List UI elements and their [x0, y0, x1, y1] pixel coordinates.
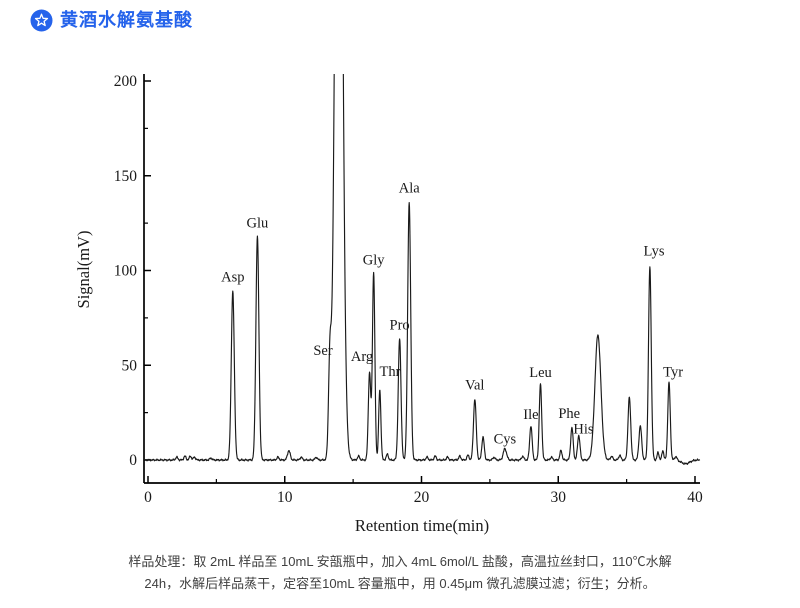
peak-label-phe: Phe	[558, 406, 580, 422]
peak-label-asp: Asp	[221, 269, 244, 285]
page-title: 黄酒水解氨基酸	[60, 10, 193, 30]
page-header: 黄酒水解氨基酸	[30, 9, 193, 32]
x-axis-title: Retention time(min)	[355, 516, 489, 535]
x-tick-label: 0	[144, 489, 152, 506]
peak-label-gly: Gly	[363, 252, 386, 268]
caption-line-1: 样品处理：取 2mL 样品至 10mL 安瓿瓶中，加入 4mL 6mol/L 盐…	[128, 554, 672, 569]
x-tick-label: 10	[277, 489, 293, 506]
chromatogram-curve	[143, 74, 701, 465]
y-tick-label: 100	[114, 263, 138, 280]
y-axis-title: Signal(mV)	[74, 231, 93, 309]
peak-label-cys: Cys	[494, 432, 517, 448]
peak-label-leu: Leu	[529, 365, 552, 381]
peak-label-val: Val	[465, 377, 484, 393]
x-tick-label: 40	[687, 489, 703, 506]
peak-label-thr: Thr	[380, 364, 401, 380]
peak-label-ala: Ala	[399, 180, 421, 196]
x-tick-label: 30	[551, 489, 567, 506]
star-badge-icon	[30, 9, 53, 32]
sample-prep-caption: 样品处理：取 2mL 样品至 10mL 安瓿瓶中，加入 4mL 6mol/L 盐…	[40, 551, 760, 595]
peak-label-pro: Pro	[390, 318, 410, 334]
peak-label-his: His	[573, 421, 594, 437]
x-tick-label: 20	[414, 489, 430, 506]
y-tick-label: 0	[129, 452, 137, 469]
y-tick-label: 200	[114, 73, 138, 90]
peak-label-arg: Arg	[351, 349, 373, 365]
peak-label-ser: Ser	[313, 343, 333, 359]
chromatogram-svg: 0 10 20 30 40 0 50 100 150 200 Retention time(min)…	[74, 73, 703, 535]
y-tick-label: 50	[122, 357, 138, 374]
chromatogram-chart: 0 10 20 30 40 0 50 100 150 200 Retention time(min)…	[0, 40, 800, 550]
peak-label-glu: Glu	[247, 215, 269, 231]
peak-label-ile: Ile	[523, 407, 538, 423]
y-tick-label: 150	[114, 168, 138, 185]
peak-label-tyr: Tyr	[663, 364, 683, 380]
caption-line-2: 24h，水解后样品蒸干，定容至10mL 容量瓶中，用 0.45μm 微孔滤膜过滤…	[144, 576, 656, 591]
peak-label-lys: Lys	[644, 244, 665, 260]
